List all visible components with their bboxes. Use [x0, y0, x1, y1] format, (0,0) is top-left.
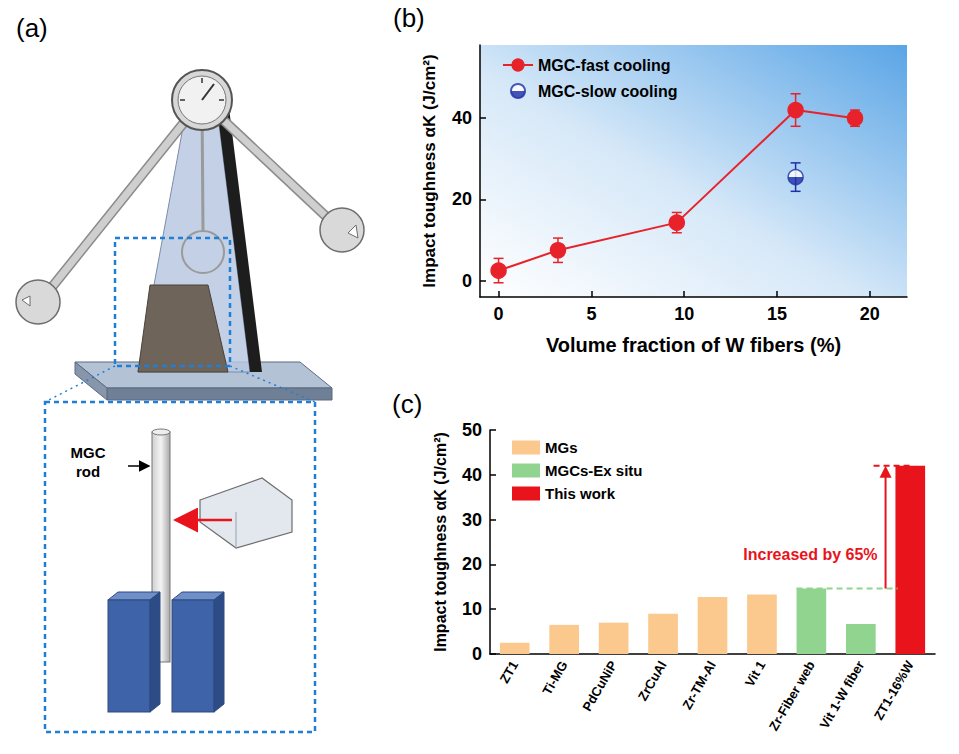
svg-text:Zr-Fiber web: Zr-Fiber web — [766, 658, 818, 733]
svg-text:MGs: MGs — [545, 439, 578, 456]
svg-text:ZT1-16%W: ZT1-16%W — [871, 658, 917, 723]
svg-text:Ti-MG: Ti-MG — [539, 658, 570, 697]
svg-text:Vit 1-W fiber: Vit 1-W fiber — [817, 658, 868, 731]
svg-text:ZT1: ZT1 — [497, 658, 522, 685]
svg-text:MGC: MGC — [71, 444, 106, 461]
svg-text:rod: rod — [76, 463, 100, 480]
svg-text:40: 40 — [462, 465, 482, 485]
svg-text:20: 20 — [860, 304, 880, 324]
svg-text:10: 10 — [674, 304, 694, 324]
svg-text:Increased by 65%: Increased by 65% — [743, 546, 877, 563]
html-text:(b): (b) — [393, 3, 425, 33]
svg-text:Vit 1: Vit 1 — [742, 658, 769, 689]
svg-text:Volume fraction of W fibers (%: Volume fraction of W fibers (%) — [546, 334, 841, 356]
svg-text:5: 5 — [586, 304, 596, 324]
svg-text:20: 20 — [462, 554, 482, 574]
svg-text:0: 0 — [494, 304, 504, 324]
svg-text:15: 15 — [767, 304, 787, 324]
svg-text:Impact toughness αK (J/cm²): Impact toughness αK (J/cm²) — [420, 54, 439, 287]
svg-text:ZrCuAl: ZrCuAl — [635, 658, 670, 703]
svg-text:30: 30 — [462, 510, 482, 530]
svg-text:0: 0 — [462, 271, 472, 291]
svg-text:Impact toughness αK (J/cm²): Impact toughness αK (J/cm²) — [432, 432, 449, 652]
html-text:(a): (a) — [16, 13, 48, 43]
html-text:(c): (c) — [392, 389, 423, 419]
svg-text:MGCs-Ex situ: MGCs-Ex situ — [545, 462, 643, 479]
svg-text:20: 20 — [452, 189, 472, 209]
svg-text:0: 0 — [472, 644, 482, 664]
svg-text:MGC-slow cooling: MGC-slow cooling — [538, 83, 678, 100]
svg-text:PdCuNiP: PdCuNiP — [579, 658, 620, 714]
svg-text:10: 10 — [462, 599, 482, 619]
svg-text:50: 50 — [462, 420, 482, 440]
svg-text:MGC-fast cooling: MGC-fast cooling — [538, 57, 670, 74]
svg-text:40: 40 — [452, 108, 472, 128]
svg-text:Zr-TM-Al: Zr-TM-Al — [679, 658, 719, 712]
svg-text:This work: This work — [545, 485, 616, 502]
